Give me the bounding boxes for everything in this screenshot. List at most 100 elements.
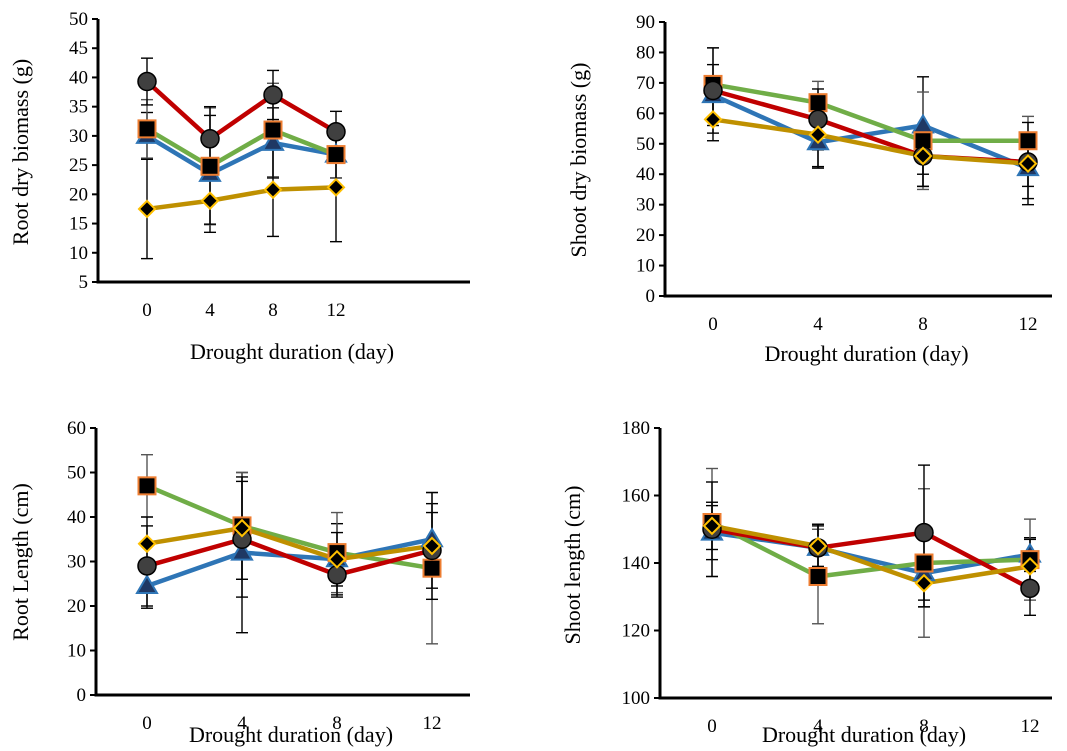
- x-tick-label: 8: [919, 716, 929, 737]
- data-point-square: [263, 120, 283, 140]
- x-tick-label: 4: [813, 716, 823, 737]
- data-point-triangle: [261, 130, 285, 151]
- series-line-circle: [711, 527, 1032, 591]
- x-tick-label: 0: [142, 713, 152, 734]
- series-line-diamond: [146, 525, 433, 562]
- data-point-diamond: [808, 125, 828, 145]
- y-tick-label: 40: [69, 67, 88, 88]
- data-point-square: [808, 567, 828, 586]
- data-point-circle: [137, 71, 157, 92]
- data-point-circle: [914, 522, 934, 543]
- x-tick-label: 0: [707, 716, 717, 737]
- x-axis-label: Drought duration (day): [189, 722, 393, 747]
- x-tick-label: 4: [205, 300, 215, 321]
- y-tick-label: 35: [69, 97, 88, 118]
- data-point-circle: [263, 85, 283, 105]
- data-point-diamond: [326, 177, 346, 197]
- x-axis-label: Drought duration (day): [764, 341, 968, 366]
- x-tick-label: 0: [708, 314, 718, 335]
- x-tick-label: 12: [327, 300, 346, 321]
- x-tick-label: 0: [142, 300, 152, 321]
- y-tick-label: 10: [67, 641, 86, 662]
- data-point-circle: [326, 122, 346, 142]
- y-tick-label: 90: [636, 12, 655, 33]
- data-point-diamond: [914, 573, 934, 593]
- data-point-triangle: [135, 574, 159, 594]
- y-tick-label: 180: [622, 418, 651, 439]
- data-point-square: [808, 93, 828, 113]
- series-line-diamond: [712, 117, 1029, 166]
- y-tick-label: 140: [622, 553, 651, 574]
- data-point-diamond: [808, 536, 828, 556]
- x-tick-label: 12: [423, 713, 442, 734]
- series-line-triangle: [145, 133, 337, 177]
- data-point-diamond: [263, 180, 283, 200]
- series-line-triangle: [712, 93, 1029, 171]
- data-point-square: [1018, 131, 1038, 151]
- x-tick-label: 4: [237, 713, 247, 734]
- y-tick-label: 40: [636, 164, 655, 185]
- data-point-diamond: [702, 516, 722, 536]
- y-tick-label: 20: [636, 225, 655, 246]
- x-tick-label: 12: [1019, 314, 1038, 335]
- y-axis-label: Root Length (cm): [8, 483, 33, 641]
- y-tick-label: 0: [77, 685, 87, 706]
- y-tick-label: 80: [636, 42, 655, 63]
- y-axis-label: Shoot length (cm): [560, 486, 585, 645]
- data-point-diamond: [913, 146, 933, 166]
- x-tick-label: 4: [813, 314, 823, 335]
- y-tick-label: 15: [69, 214, 88, 235]
- y-tick-label: 20: [67, 596, 86, 617]
- y-tick-label: 30: [636, 195, 655, 216]
- series-line-circle: [145, 79, 338, 142]
- y-axis-label: Shoot dry biomass (g): [566, 63, 591, 258]
- series-line-square: [145, 126, 337, 169]
- data-point-diamond: [703, 110, 723, 129]
- data-point-diamond: [1018, 154, 1038, 173]
- data-point-circle: [137, 556, 157, 576]
- data-point-diamond: [1020, 556, 1040, 576]
- data-point-square: [137, 476, 157, 496]
- chart-panel-4: 100 120 140 160 180 0 4 8 12 Drought duration (da…: [560, 418, 1052, 747]
- x-axis-label: Drought duration (day): [762, 722, 966, 747]
- chart-panel-1: 5 10 15 20 25 30 35 40 45 50 0 4 8 12 Drought duration…: [8, 9, 470, 364]
- y-tick-label: 25: [69, 155, 88, 176]
- y-tick-label: 5: [79, 272, 89, 293]
- chart-panel-2: 0 10 20 30 40 50 60 70 80 90 0 4 8 12 Drought duration…: [566, 12, 1052, 366]
- y-tick-label: 50: [69, 9, 88, 30]
- y-tick-label: 50: [67, 463, 86, 484]
- series-line-square: [712, 82, 1028, 143]
- data-point-diamond: [422, 536, 442, 556]
- y-tick-label: 30: [67, 552, 86, 573]
- y-tick-label: 60: [636, 103, 655, 124]
- data-point-circle: [1020, 578, 1040, 599]
- y-tick-label: 50: [636, 134, 655, 155]
- y-tick-label: 10: [69, 243, 88, 264]
- x-tick-label: 8: [332, 713, 342, 734]
- series-line-circle: [146, 537, 433, 578]
- data-point-diamond: [200, 191, 220, 211]
- x-axis-label: Drought duration (day): [190, 339, 394, 364]
- x-tick-label: 8: [918, 314, 928, 335]
- chart-panel-3: 0 10 20 30 40 50 60 0 4 8 12 Drought duration (day)…: [8, 418, 470, 747]
- x-tick-label: 12: [1021, 716, 1040, 737]
- data-point-diamond: [137, 534, 157, 554]
- y-tick-label: 100: [622, 688, 651, 709]
- y-axis-label: Root dry biomass (g): [8, 59, 33, 245]
- y-tick-label: 30: [69, 126, 88, 147]
- x-tick-label: 8: [268, 300, 278, 321]
- series-line-diamond: [711, 523, 1031, 586]
- data-point-diamond: [327, 549, 347, 569]
- y-tick-label: 0: [646, 286, 656, 307]
- data-point-square: [422, 558, 442, 578]
- y-tick-label: 120: [622, 621, 651, 642]
- data-point-square: [200, 156, 220, 176]
- data-point-square: [914, 553, 934, 573]
- y-tick-label: 160: [622, 486, 651, 507]
- data-point-circle: [200, 129, 220, 149]
- y-tick-label: 40: [67, 507, 86, 528]
- y-tick-label: 70: [636, 73, 655, 94]
- series-line-square: [710, 520, 1031, 579]
- y-tick-label: 10: [636, 256, 655, 277]
